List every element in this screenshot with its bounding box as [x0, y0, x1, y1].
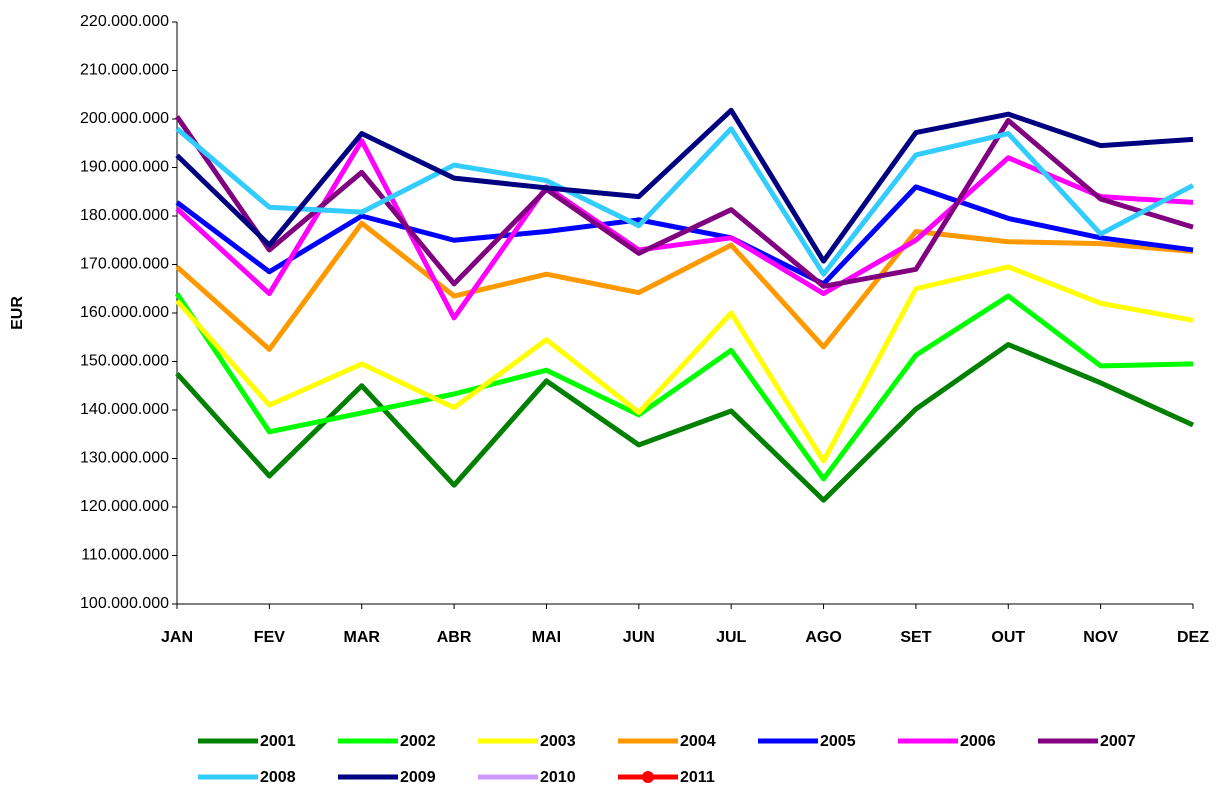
legend-marker	[642, 771, 654, 783]
x-tick-label: AGO	[805, 629, 841, 646]
y-tick-label: 130.000.000	[80, 450, 169, 467]
legend-label: 2005	[820, 733, 856, 750]
y-tick-label: 140.000.000	[80, 401, 169, 418]
y-tick-label: 190.000.000	[80, 159, 169, 176]
legend-label: 2002	[400, 733, 436, 750]
series-line	[175, 220, 1194, 352]
y-tick-label: 150.000.000	[80, 353, 169, 370]
x-tick-label: JUN	[623, 629, 655, 646]
x-tick-label: MAI	[532, 629, 561, 646]
x-tick-label: FEV	[254, 629, 285, 646]
legend-label: 2006	[960, 733, 996, 750]
x-tick-label: SET	[900, 629, 931, 646]
x-tick-label: JUL	[716, 629, 746, 646]
series-line	[175, 126, 1195, 277]
legend-label: 2009	[400, 769, 436, 786]
legend-label: 2001	[260, 733, 296, 750]
x-tick-label: JAN	[161, 629, 193, 646]
y-tick-label: 120.000.000	[80, 498, 169, 515]
legend-label: 2011	[680, 769, 715, 786]
y-tick-label: 100.000.000	[80, 595, 169, 612]
legend-label: 2007	[1100, 733, 1136, 750]
legend-label: 2008	[260, 769, 296, 786]
y-tick-label: 110.000.000	[81, 547, 169, 564]
y-tick-label: 210.000.000	[80, 62, 169, 79]
legend-label: 2010	[540, 769, 576, 786]
x-tick-label: MAR	[344, 629, 381, 646]
y-tick-label: 220.000.000	[80, 13, 169, 30]
x-tick-label: OUT	[991, 629, 1025, 646]
series-line	[174, 292, 1194, 482]
y-tick-label: 170.000.000	[80, 256, 169, 273]
x-tick-label: NOV	[1083, 629, 1118, 646]
y-tick-label: 180.000.000	[80, 207, 169, 224]
series-line	[175, 107, 1194, 264]
y-tick-label: 160.000.000	[80, 304, 169, 321]
y-axis-label: EUR	[9, 296, 26, 330]
series-line	[175, 138, 1194, 321]
series-line	[175, 264, 1194, 464]
legend-label: 2004	[680, 733, 716, 750]
x-tick-label: ABR	[437, 629, 472, 646]
x-tick-label: DEZ	[1177, 629, 1209, 646]
legend-label: 2003	[540, 733, 576, 750]
series-line	[175, 342, 1195, 503]
y-tick-label: 200.000.000	[80, 110, 169, 127]
series-line	[174, 115, 1194, 289]
